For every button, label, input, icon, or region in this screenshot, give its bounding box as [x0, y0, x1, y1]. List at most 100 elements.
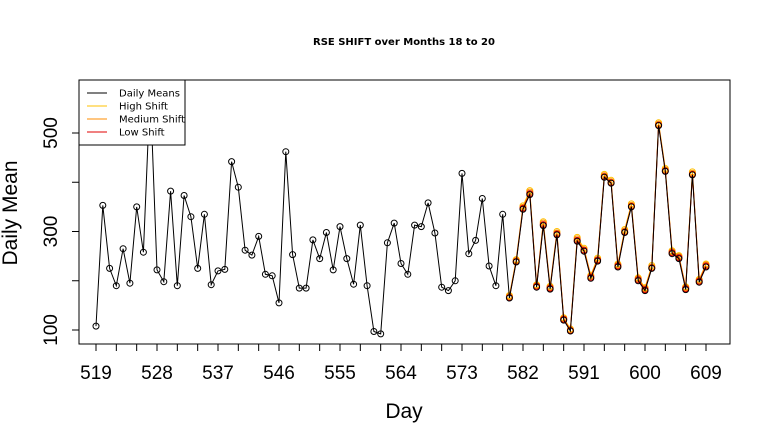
- daily-means-point: [438, 283, 446, 291]
- x-tick-label: 573: [446, 363, 478, 384]
- daily-means-point: [499, 210, 507, 218]
- daily-means-point: [153, 266, 161, 274]
- daily-means-point: [241, 246, 249, 254]
- daily-means-point: [634, 277, 642, 285]
- x-tick-label: 546: [263, 363, 295, 384]
- daily-means-point: [119, 245, 127, 253]
- daily-means-point: [594, 257, 602, 265]
- x-tick-label: 528: [141, 363, 173, 384]
- daily-means-point: [702, 263, 710, 271]
- daily-means-point: [411, 221, 419, 229]
- daily-means-line: [95, 88, 707, 335]
- daily-means-point: [519, 205, 527, 213]
- daily-means-point: [621, 229, 629, 236]
- daily-means-point: [194, 264, 202, 272]
- x-tick-label: 537: [202, 363, 234, 384]
- daily-means-point: [404, 270, 412, 278]
- daily-means-point: [356, 221, 364, 229]
- daily-means-point: [648, 264, 656, 272]
- daily-means-point: [282, 148, 290, 156]
- chart-title: RSE SHIFT over Months 18 to 20: [313, 37, 495, 48]
- x-tick-label: 564: [385, 363, 417, 384]
- daily-means-point: [234, 183, 242, 191]
- daily-means-point: [316, 255, 324, 263]
- legend-label: High Shift: [119, 102, 168, 113]
- daily-means-point: [302, 284, 310, 292]
- daily-means-point: [451, 277, 459, 285]
- daily-means-point: [472, 236, 480, 244]
- daily-means-point: [377, 330, 385, 338]
- daily-means-point: [458, 169, 466, 177]
- y-axis: 100 300 500: [41, 117, 80, 346]
- daily-means-point: [614, 263, 622, 271]
- daily-means-point: [99, 201, 107, 209]
- daily-means-point: [187, 213, 195, 221]
- daily-means-point: [106, 264, 114, 272]
- daily-means-point: [682, 286, 690, 294]
- daily-means-point: [424, 199, 432, 207]
- daily-means-point: [275, 299, 283, 307]
- daily-means-point: [343, 255, 351, 263]
- daily-means-point: [546, 285, 554, 293]
- daily-means-point: [553, 231, 561, 239]
- daily-means-point: [363, 282, 371, 290]
- daily-means-point: [248, 251, 256, 259]
- daily-means-point: [383, 239, 391, 247]
- daily-means-point: [533, 283, 541, 291]
- daily-means-point: [695, 278, 703, 286]
- daily-means-point: [587, 274, 595, 282]
- daily-means-series: [92, 85, 710, 338]
- daily-means-point: [295, 284, 303, 292]
- daily-means-point: [200, 210, 208, 218]
- legend-label: Daily Means: [119, 89, 180, 100]
- daily-means-point: [329, 266, 337, 274]
- daily-means-point: [214, 267, 222, 275]
- daily-means-point: [431, 229, 439, 237]
- daily-means-point: [512, 258, 520, 266]
- x-tick-label: 609: [690, 363, 722, 384]
- daily-means-point: [600, 173, 608, 181]
- daily-means-point: [173, 282, 181, 290]
- y-tick-label: 100: [41, 314, 62, 346]
- y-tick-label: 500: [41, 117, 62, 149]
- daily-means-point: [139, 248, 147, 256]
- x-tick-label: 591: [568, 363, 600, 384]
- x-tick-label: 519: [80, 363, 112, 384]
- daily-means-point: [661, 167, 669, 175]
- daily-means-point: [478, 195, 486, 202]
- daily-means-point: [641, 287, 649, 295]
- daily-means-point: [655, 122, 663, 130]
- daily-means-point: [261, 270, 269, 278]
- daily-means-point: [160, 278, 168, 286]
- legend-box: [78, 79, 186, 146]
- daily-means-point: [526, 191, 534, 199]
- x-axis: 519 528 537 546 555 564 573 582 591 600 609: [80, 343, 722, 384]
- daily-means-point: [668, 250, 676, 258]
- daily-means-point: [322, 229, 330, 236]
- legend-label: Low Shift: [119, 128, 165, 139]
- x-tick-label: 555: [324, 363, 356, 384]
- daily-means-point: [207, 281, 215, 289]
- daily-means-point: [289, 251, 297, 259]
- daily-means-point: [688, 171, 696, 179]
- y-axis-label: Daily Mean: [0, 160, 22, 265]
- daily-means-point: [580, 247, 588, 255]
- daily-means-point: [221, 265, 229, 273]
- daily-means-point: [485, 262, 493, 270]
- daily-means-point: [465, 250, 473, 258]
- y-tick-label: 300: [41, 216, 62, 248]
- daily-means-point: [560, 316, 568, 324]
- daily-means-point: [180, 192, 188, 199]
- daily-means-point: [112, 282, 120, 290]
- daily-means-point: [390, 219, 398, 227]
- daily-means-point: [255, 232, 263, 240]
- daily-means-point: [92, 322, 100, 330]
- daily-means-point: [228, 158, 236, 166]
- legend-label: Medium Shift: [119, 115, 185, 126]
- daily-means-point: [336, 223, 344, 231]
- daily-means-point: [675, 255, 683, 263]
- daily-means-point: [126, 279, 134, 287]
- x-axis-label: Day: [385, 400, 423, 423]
